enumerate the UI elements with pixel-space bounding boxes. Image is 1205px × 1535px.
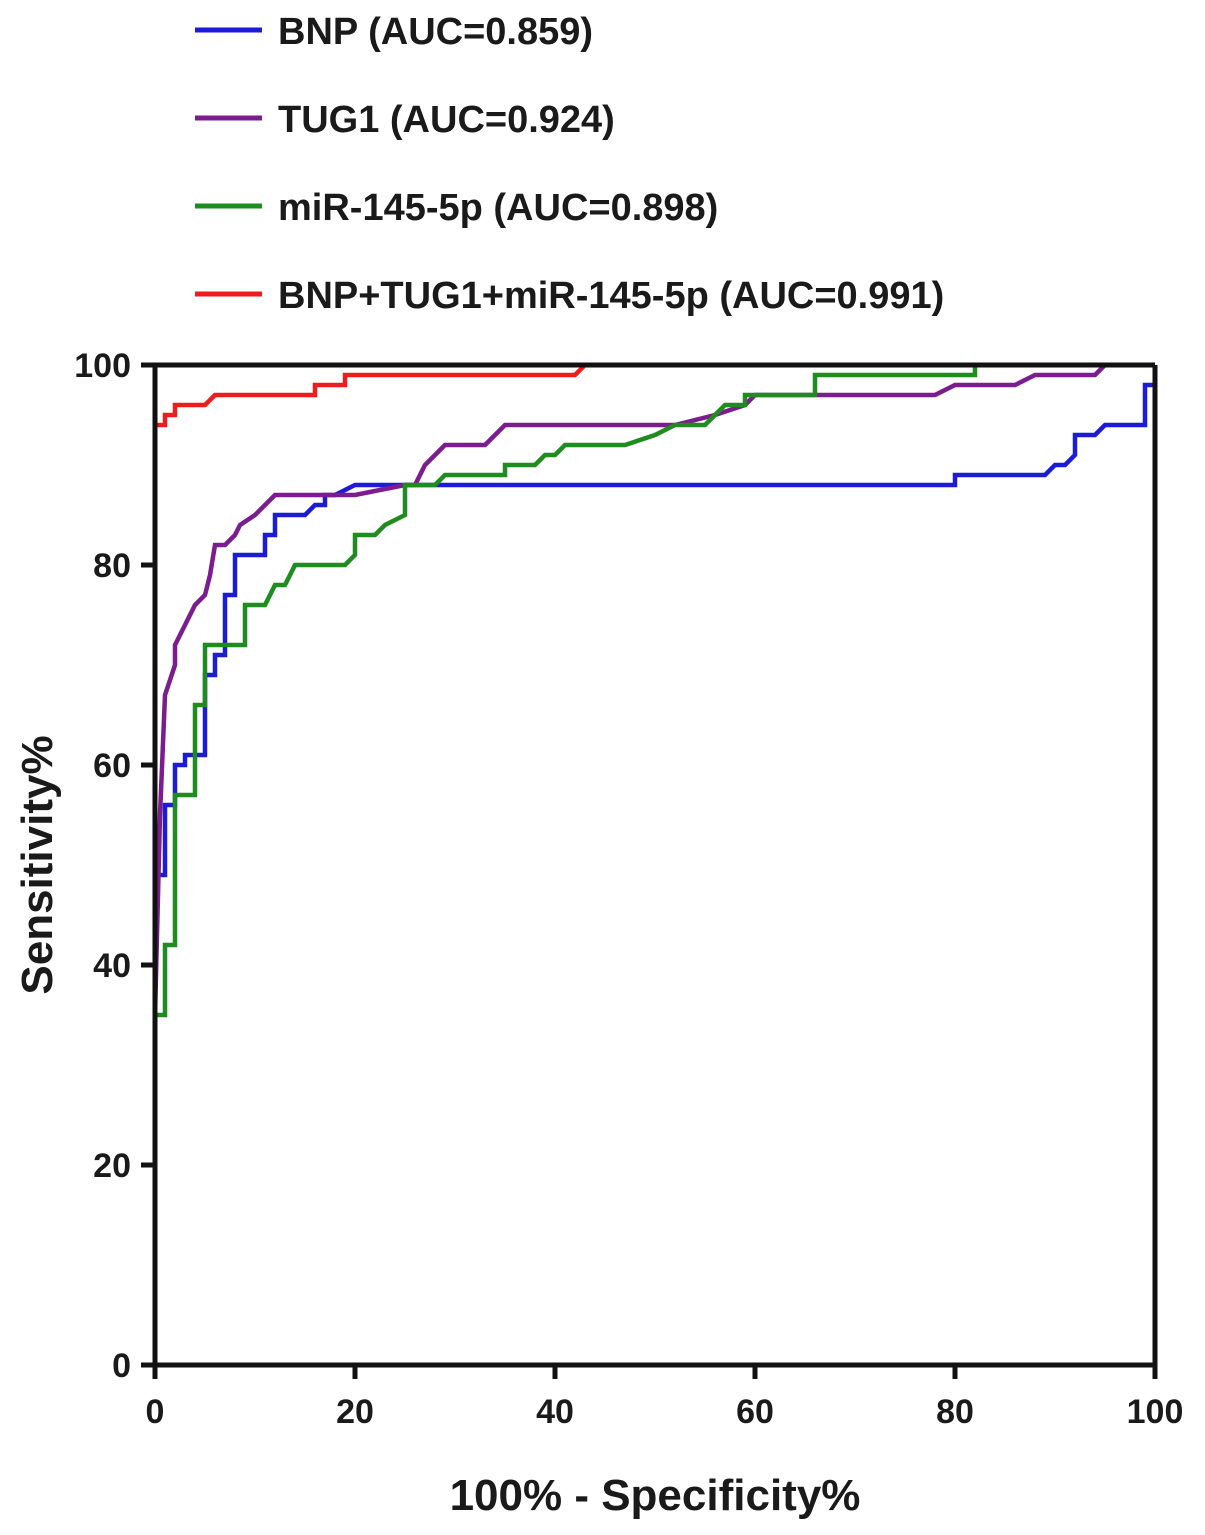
series-line-3 bbox=[152, 362, 1155, 1365]
y-tick-label: 40 bbox=[93, 947, 131, 985]
y-tick-label: 60 bbox=[93, 747, 131, 785]
x-tick-label: 80 bbox=[936, 1393, 974, 1431]
legend-label: TUG1 (AUC=0.924) bbox=[278, 99, 615, 141]
legend-label: miR-145-5p (AUC=0.898) bbox=[278, 187, 718, 229]
x-tick-label: 40 bbox=[536, 1393, 574, 1431]
y-tick-label: 0 bbox=[112, 1347, 131, 1385]
axes bbox=[152, 362, 1158, 1368]
y-tick-label: 20 bbox=[93, 1147, 131, 1185]
legend-label: BNP (AUC=0.859) bbox=[278, 11, 593, 53]
series-layer bbox=[152, 362, 1158, 1365]
y-tick-label: 100 bbox=[74, 347, 131, 385]
legend-label: BNP+TUG1+miR-145-5p (AUC=0.991) bbox=[278, 275, 944, 317]
y-axis-title: Sensitivity% bbox=[13, 735, 62, 994]
x-tick-label: 0 bbox=[146, 1393, 165, 1431]
legend: BNP (AUC=0.859) TUG1 (AUC=0.924) miR-145-5… bbox=[195, 11, 944, 317]
y-ticks: 0 20 40 60 80 100 bbox=[74, 347, 155, 1385]
series-line-1 bbox=[152, 362, 1155, 1365]
x-axis-title: 100% - Specificity% bbox=[450, 1471, 861, 1520]
x-tick-label: 100 bbox=[1127, 1393, 1184, 1431]
x-tick-label: 20 bbox=[336, 1393, 374, 1431]
y-tick-label: 80 bbox=[93, 547, 131, 585]
x-ticks: 0 20 40 60 80 100 bbox=[146, 1365, 1184, 1431]
series-line-0 bbox=[152, 365, 1158, 1365]
series-line-2 bbox=[152, 362, 1155, 1365]
x-tick-label: 60 bbox=[736, 1393, 774, 1431]
